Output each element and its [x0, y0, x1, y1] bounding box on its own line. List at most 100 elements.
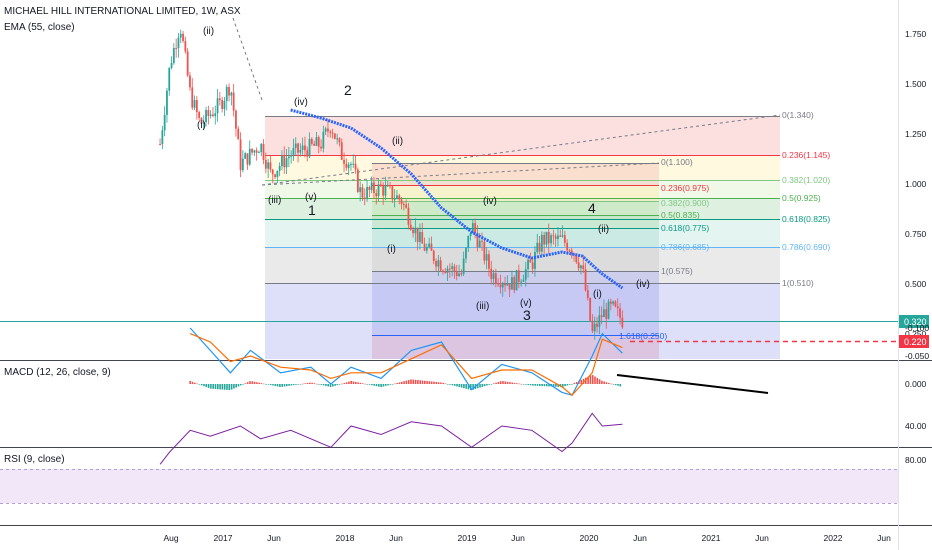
candle-36: [241, 150, 244, 173]
price-axis[interactable]: 1.750 1.500 1.250 1.000 0.750 0.500 0.250: [905, 29, 927, 339]
candle-189: [593, 316, 596, 340]
macd-bar-74: [359, 382, 362, 384]
macd-bar-174: [589, 375, 592, 384]
macd-bar-89: [394, 383, 396, 385]
macd-bar-38: [276, 384, 279, 387]
macd-bar-65: [338, 384, 341, 385]
fib-right-label-3: 0.5(0.925): [782, 193, 821, 203]
macd-bar-42: [286, 384, 288, 387]
rsi-line: [159, 412, 623, 465]
candle-164: [536, 233, 539, 255]
candle-74: [329, 129, 332, 138]
macd-bar-32: [263, 383, 265, 385]
wave-label-15: (i): [593, 289, 602, 300]
macd-bar-153: [541, 384, 543, 387]
macd-bar-185: [614, 384, 617, 386]
fib-right-label-0: 0(1.340): [782, 110, 814, 120]
candle-33: [235, 109, 237, 137]
candle-193: [603, 299, 605, 318]
macd-bar-103: [426, 380, 428, 384]
macd-bar-56: [318, 384, 320, 385]
candle-48: [269, 155, 272, 173]
candle-20: [205, 106, 207, 127]
macd-bar-93: [403, 381, 405, 384]
candle-154: [513, 275, 516, 294]
macd-bar-81: [375, 384, 378, 387]
candle-56: [287, 146, 290, 168]
candle-16: [195, 96, 198, 120]
candle-52: [278, 162, 281, 177]
candle-107: [405, 199, 408, 209]
wave-label-1: (i): [197, 120, 206, 131]
macd-bar-140: [511, 382, 513, 384]
candle-24: [214, 105, 217, 125]
macd-bar-146: [525, 384, 527, 385]
macd-bar-67: [343, 382, 346, 384]
macd-bar-145: [522, 384, 525, 385]
candle-88: [361, 183, 364, 201]
candle-172: [554, 233, 557, 247]
fib-right-label-5: 0.786(0.690): [782, 242, 830, 252]
time-tick-10: Jun: [755, 533, 769, 543]
macd-bar-129: [486, 384, 488, 386]
candle-127: [451, 262, 454, 277]
candle-75: [331, 128, 334, 139]
candle-135: [469, 233, 472, 241]
candle-30: [228, 83, 230, 102]
time-tick-12: Jun: [877, 533, 891, 543]
time-axis[interactable]: Aug 2017 Jun 2018 Jun 2019 Jun 2020 Jun 2021 Jun 20…: [163, 533, 891, 543]
candle-129: [455, 264, 458, 281]
macd-bar-143: [518, 383, 520, 385]
macd-bar-127: [481, 384, 484, 387]
candle-3: [166, 87, 168, 123]
macd-bar-82: [378, 384, 380, 387]
candle-167: [543, 231, 546, 254]
candle-21: [207, 105, 210, 125]
candle-150: [504, 276, 506, 292]
macd-bar-184: [612, 384, 615, 385]
fib-inner-label-2: 0.382(0.900): [661, 198, 709, 208]
candle-162: [531, 259, 534, 274]
candle-32: [232, 83, 235, 117]
macd-bar-178: [598, 379, 601, 384]
macd-bar-92: [401, 381, 403, 384]
macd-bar-16: [226, 384, 228, 390]
candle-11: [184, 36, 187, 54]
macd-bar-137: [504, 381, 507, 384]
macd-bar-15: [223, 384, 226, 390]
time-tick-7: 2020: [580, 533, 599, 543]
candle-57: [290, 150, 293, 164]
macd-bar-98: [414, 379, 417, 384]
candle-26: [218, 91, 221, 106]
macd-bar-66: [341, 383, 343, 385]
candle-95: [377, 179, 380, 202]
candle-94: [375, 189, 378, 205]
wave-label-4: (iii): [268, 195, 281, 206]
time-tick-11: 2022: [824, 533, 843, 543]
time-tick-0: Aug: [163, 533, 178, 543]
macd-bar-177: [596, 377, 599, 384]
macd-bar-26: [249, 381, 251, 384]
macd-bar-13: [219, 384, 221, 390]
macd-bar-121: [467, 384, 470, 390]
candle-42: [255, 147, 258, 161]
candle-171: [552, 229, 555, 245]
macd-bar-119: [463, 384, 465, 389]
candle-2: [163, 106, 166, 137]
time-tick-9: 2021: [702, 533, 721, 543]
candle-148: [499, 274, 502, 294]
target-price-label: 0.220: [899, 335, 929, 348]
candle-103: [396, 189, 398, 200]
macd-bar-156: [548, 384, 550, 387]
candle-77: [336, 133, 339, 145]
candle-142: [485, 247, 488, 270]
macd-bar-41: [283, 384, 286, 387]
candle-59: [294, 137, 297, 157]
candle-35: [239, 132, 242, 178]
macd-bar-114: [451, 384, 454, 386]
candle-115: [423, 237, 426, 252]
candle-166: [540, 231, 543, 256]
wave-label-0: (ii): [203, 26, 214, 37]
candle-197: [612, 300, 615, 306]
